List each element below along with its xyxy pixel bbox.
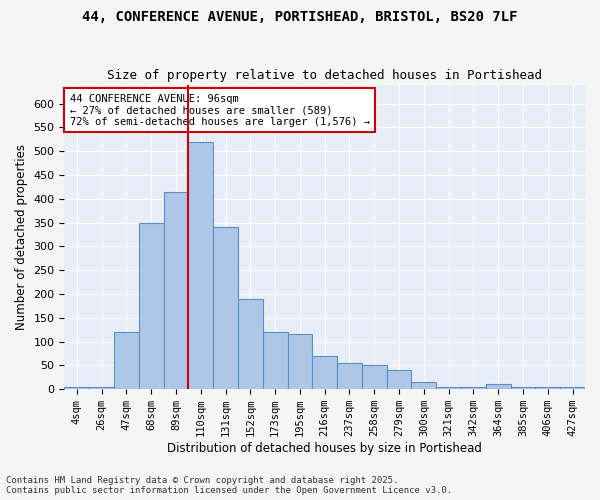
Bar bbox=[386, 370, 412, 389]
Bar bbox=[412, 382, 436, 389]
Bar bbox=[188, 142, 213, 389]
Bar bbox=[436, 387, 461, 389]
Bar bbox=[511, 387, 535, 389]
Bar bbox=[114, 332, 139, 389]
Bar bbox=[362, 366, 386, 389]
Bar bbox=[461, 387, 486, 389]
Bar bbox=[313, 356, 337, 389]
Bar bbox=[213, 228, 238, 389]
Bar bbox=[287, 334, 313, 389]
X-axis label: Distribution of detached houses by size in Portishead: Distribution of detached houses by size … bbox=[167, 442, 482, 455]
Bar bbox=[337, 363, 362, 389]
Bar bbox=[89, 387, 114, 389]
Bar bbox=[238, 299, 263, 389]
Bar bbox=[263, 332, 287, 389]
Bar bbox=[164, 192, 188, 389]
Bar bbox=[486, 384, 511, 389]
Bar bbox=[535, 387, 560, 389]
Text: 44 CONFERENCE AVENUE: 96sqm
← 27% of detached houses are smaller (589)
72% of se: 44 CONFERENCE AVENUE: 96sqm ← 27% of det… bbox=[70, 94, 370, 127]
Text: 44, CONFERENCE AVENUE, PORTISHEAD, BRISTOL, BS20 7LF: 44, CONFERENCE AVENUE, PORTISHEAD, BRIST… bbox=[82, 10, 518, 24]
Title: Size of property relative to detached houses in Portishead: Size of property relative to detached ho… bbox=[107, 69, 542, 82]
Bar bbox=[560, 387, 585, 389]
Text: Contains HM Land Registry data © Crown copyright and database right 2025.
Contai: Contains HM Land Registry data © Crown c… bbox=[6, 476, 452, 495]
Bar bbox=[64, 387, 89, 389]
Y-axis label: Number of detached properties: Number of detached properties bbox=[15, 144, 28, 330]
Bar bbox=[139, 222, 164, 389]
